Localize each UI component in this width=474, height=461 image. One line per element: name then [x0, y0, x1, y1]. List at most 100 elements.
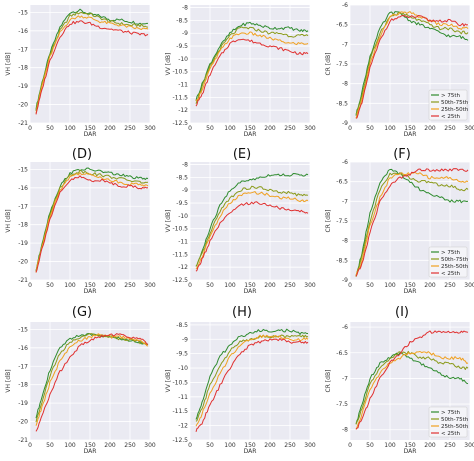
series-line-3 [35, 15, 149, 114]
y-axis-label: VV [dB] [165, 210, 172, 233]
y-tick-label: -7.5 [336, 218, 348, 225]
y-tick-label: -10 [178, 56, 188, 63]
legend-entry-label: < 25th [441, 114, 461, 120]
legend-entry-label: 50th-75th [441, 417, 469, 423]
series-line-4 [35, 333, 149, 432]
y-tick-label: -11.5 [172, 408, 188, 415]
series-line-4 [355, 168, 469, 277]
chart-panel-1: 0 50 100 150 200 250 300 -21 -20 -19 -18 -17 -16 -15 D… [5, 5, 156, 138]
x-tick-label: 250 [444, 442, 456, 449]
x-axis-label: DAR [404, 131, 417, 138]
y-tick-label: -8.5 [176, 322, 188, 329]
y-tick-label: -8 [342, 81, 348, 88]
y-tick-label: -7.5 [336, 61, 348, 68]
y-tick-label: -12.5 [172, 120, 188, 127]
x-tick-label: 250 [124, 282, 136, 289]
y-tick-label: -12 [178, 107, 188, 114]
y-tick-label: -21 [18, 120, 28, 127]
x-tick-label: 100 [224, 282, 236, 289]
series-line-4 [195, 338, 309, 432]
x-tick-label: 50 [46, 442, 54, 449]
row-label-D: (D) [72, 147, 92, 162]
legend-entry-label: < 25th [441, 271, 461, 277]
x-tick-label: 300 [464, 282, 474, 289]
series-line-1 [355, 168, 469, 277]
series-line-2 [35, 11, 149, 112]
x-tick-label: 150 [244, 125, 256, 132]
legend-entry-label: 25th-50th [441, 264, 469, 270]
x-tick-label: 50 [46, 282, 54, 289]
series-line-2 [195, 334, 309, 422]
panel-label-h: (H) [232, 305, 252, 320]
x-tick-label: 250 [444, 282, 456, 289]
series-line-3 [355, 351, 469, 430]
y-axis-label: VH [dB] [5, 209, 12, 232]
x-tick-label: 300 [304, 125, 316, 132]
y-tick-label: -15 [18, 9, 28, 16]
legend-entry-label: < 25th [441, 431, 461, 437]
x-tick-label: 0 [188, 442, 192, 449]
y-axis-label: CR [dB] [325, 53, 332, 76]
x-axis-label: DAR [244, 288, 257, 295]
x-axis-label: DAR [84, 131, 97, 138]
series-line-4 [195, 38, 309, 107]
x-tick-label: 300 [144, 442, 156, 449]
x-tick-label: 250 [284, 442, 296, 449]
y-axis-label: CR [dB] [325, 370, 332, 393]
y-tick-label: -7.5 [336, 401, 348, 408]
x-tick-label: 200 [424, 125, 436, 132]
x-axis-label: DAR [404, 288, 417, 295]
y-tick-label: -16 [18, 185, 28, 192]
legend-entry-label: 50th-75th [441, 100, 469, 106]
series-line-1 [355, 352, 469, 424]
x-tick-label: 0 [28, 282, 32, 289]
y-axis-label: CR [dB] [325, 210, 332, 233]
series-line-3 [195, 334, 309, 427]
x-tick-label: 250 [444, 125, 456, 132]
series-line-4 [195, 201, 309, 272]
x-tick-label: 0 [188, 125, 192, 132]
y-tick-label: -19 [18, 240, 28, 247]
legend-box [428, 89, 468, 121]
y-tick-label: -15 [18, 326, 28, 333]
series-line-4 [355, 330, 469, 430]
y-tick-label: -18 [18, 222, 28, 229]
series-line-4 [355, 15, 469, 119]
x-tick-label: 0 [348, 282, 352, 289]
x-tick-label: 150 [404, 282, 416, 289]
y-tick-label: -17 [18, 203, 28, 210]
x-tick-label: 300 [304, 282, 316, 289]
x-tick-label: 150 [84, 282, 96, 289]
x-tick-label: 50 [366, 125, 374, 132]
panel-label-g: (G) [72, 305, 92, 320]
y-tick-label: -9 [342, 120, 348, 127]
x-tick-label: 250 [124, 125, 136, 132]
y-tick-label: -6.5 [336, 22, 348, 29]
y-tick-label: -6.5 [336, 350, 348, 357]
y-tick-label: -21 [18, 437, 28, 444]
y-tick-label: -19 [18, 83, 28, 90]
panel-label-i: (I) [395, 305, 409, 320]
chart-panel-6: 0 50 100 150 200 250 300 -9 -8.5 -8 -7.5 -7 -6.5 -6 DA… [325, 159, 474, 295]
x-tick-label: 0 [28, 125, 32, 132]
y-axis-label: VV [dB] [165, 370, 172, 393]
series-line-2 [355, 172, 469, 276]
y-tick-label: -6 [342, 2, 348, 9]
y-tick-label: -20 [18, 102, 28, 109]
x-tick-label: 300 [464, 442, 474, 449]
legend-box [428, 246, 468, 278]
x-tick-label: 100 [224, 125, 236, 132]
y-tick-label: -17 [18, 363, 28, 370]
y-tick-label: -12 [178, 423, 188, 430]
y-tick-label: -9.5 [176, 43, 188, 50]
y-tick-label: -20 [18, 419, 28, 426]
x-tick-label: 300 [464, 125, 474, 132]
x-tick-label: 200 [264, 282, 276, 289]
x-tick-label: 150 [84, 125, 96, 132]
series-line-2 [355, 11, 469, 115]
y-tick-label: -11.5 [172, 94, 188, 101]
legend-entry-label: 25th-50th [441, 107, 469, 113]
y-tick-label: -9.5 [176, 200, 188, 207]
